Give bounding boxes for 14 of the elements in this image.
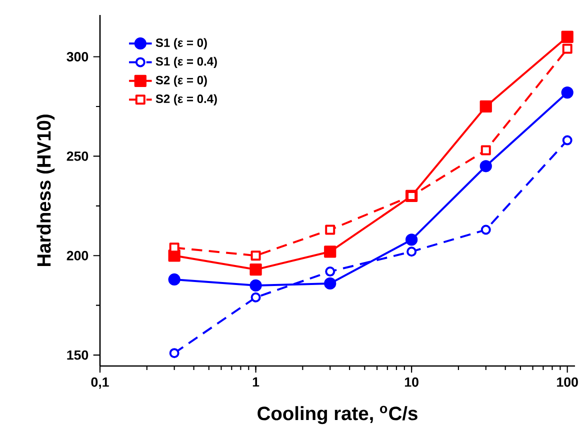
y-tick-label: 300	[66, 52, 88, 62]
x-tick-label: 100	[557, 377, 578, 387]
x-axis-title: Cooling rate, $^{o}$C/s	[258, 406, 418, 424]
y-axis-title: Hardness (HV10)	[36, 114, 55, 266]
legend-label: S2 (ε = 0.4)	[156, 94, 217, 106]
legend-label: S1 (ε = 0.4)	[156, 56, 217, 68]
x-tick-label: 0,1	[91, 377, 109, 389]
legend-label: S1 (ε = 0)	[156, 38, 207, 50]
legend-label: S2 (ε = 0)	[156, 76, 207, 87]
y-tick-label: 250	[66, 151, 88, 161]
y-tick-label: 200	[66, 250, 88, 260]
x-tick-label: 1	[252, 377, 260, 387]
x-tick-label: 10	[404, 377, 418, 387]
y-tick-label: 150	[67, 350, 88, 360]
